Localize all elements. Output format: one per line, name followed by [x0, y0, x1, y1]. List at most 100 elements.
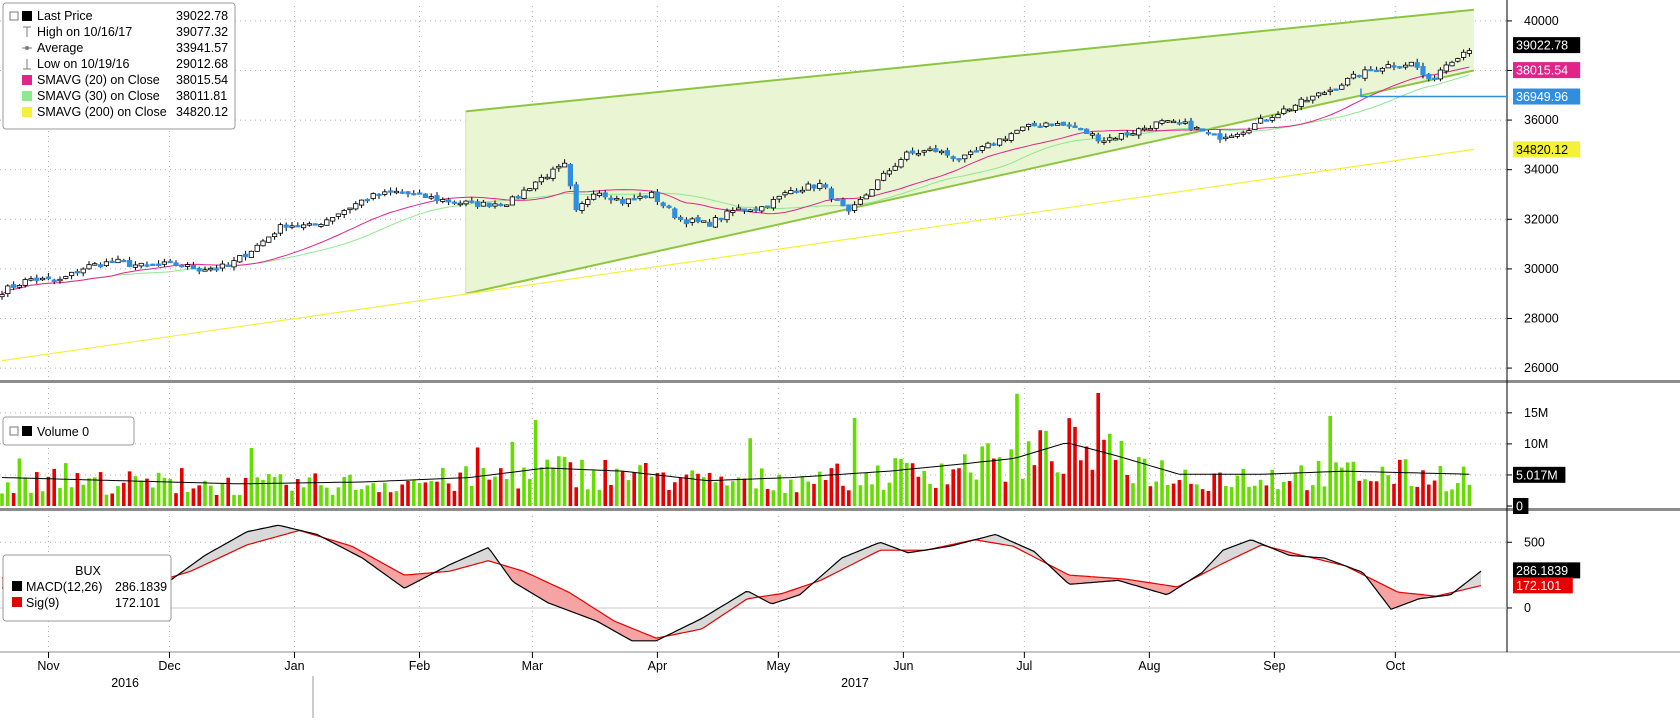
- volume-bar: [1328, 415, 1332, 506]
- volume-bar: [707, 472, 712, 506]
- legend-label: Low on 10/19/16: [37, 57, 129, 71]
- volume-bar: [168, 478, 172, 506]
- macd-fill-segment: [533, 575, 536, 596]
- macd-fill-segment: [869, 545, 872, 556]
- volume-bar: [1125, 474, 1129, 506]
- candle-body: [1171, 120, 1177, 124]
- macd-fill-segment: [641, 631, 644, 641]
- candle-body: [823, 184, 829, 188]
- volume-bar: [1229, 487, 1234, 506]
- macd-fill-segment: [281, 525, 284, 536]
- macd-fill-segment: [230, 539, 233, 553]
- macd-fill-segment: [578, 598, 581, 616]
- volume-bar: [330, 494, 335, 506]
- candle-body: [457, 202, 463, 206]
- macd-fill-segment: [416, 573, 419, 583]
- macd-fill-segment: [1469, 578, 1472, 589]
- candle-body: [1263, 119, 1269, 122]
- volume-bar: [371, 483, 375, 506]
- candle-body: [1136, 128, 1142, 136]
- macd-fill-segment: [791, 589, 794, 598]
- candle-body: [1060, 121, 1066, 126]
- volume-bar: [75, 473, 80, 506]
- volume-bar: [1351, 461, 1356, 506]
- value-tag-text: 38015.54: [1516, 64, 1568, 78]
- candle-body: [550, 168, 556, 179]
- candle-body: [74, 271, 80, 274]
- candle-body: [1379, 67, 1385, 72]
- candle-body: [179, 264, 185, 268]
- candle-body: [173, 262, 179, 266]
- volume-bar: [400, 484, 404, 506]
- candle-body: [1020, 126, 1026, 131]
- volume-bar: [58, 488, 62, 506]
- candle-body: [1304, 99, 1310, 103]
- macd-fill-segment: [728, 600, 731, 612]
- volume-bar: [1363, 479, 1367, 506]
- volume-bar: [1206, 490, 1211, 506]
- candle-body: [1055, 123, 1061, 126]
- macd-fill-segment: [1397, 591, 1400, 608]
- volume-bar: [1148, 486, 1153, 506]
- volume-bar: [197, 485, 201, 506]
- macd-fill-segment: [1106, 577, 1109, 582]
- candle-body: [1130, 133, 1136, 136]
- legend-label: Average: [37, 41, 83, 55]
- volume-bar: [899, 458, 903, 506]
- macd-fill-segment: [1001, 536, 1004, 545]
- candle-body: [1403, 64, 1409, 68]
- candle-body: [289, 225, 295, 228]
- volume-bar: [1427, 484, 1431, 506]
- candle-body: [527, 188, 533, 192]
- volume-bar: [748, 438, 752, 506]
- macd-fill-segment: [1244, 541, 1247, 554]
- macd-fill-segment: [854, 551, 857, 564]
- volume-bar: [1322, 486, 1327, 506]
- macd-fill-segment: [824, 570, 827, 579]
- volume-bar: [789, 479, 793, 506]
- value-tag-text: 34820.12: [1516, 143, 1568, 157]
- candle-body: [283, 224, 289, 228]
- candle-body: [956, 158, 962, 161]
- macd-fill-segment: [251, 530, 254, 544]
- macd-fill-segment: [269, 526, 272, 539]
- volume-bar: [452, 490, 457, 506]
- macd-fill-segment: [356, 548, 359, 557]
- macd-fill-segment: [644, 633, 647, 641]
- value-tag-text: 39022.78: [1516, 39, 1568, 53]
- candle-body: [51, 279, 57, 282]
- macd-fill-segment: [776, 593, 779, 603]
- volume-bar: [516, 488, 520, 506]
- candle-body: [1252, 123, 1258, 130]
- volume-bar: [1456, 483, 1460, 506]
- value-tag-text: 36949.96: [1516, 90, 1568, 104]
- candle-body: [1124, 132, 1130, 136]
- candle-body: [521, 189, 527, 199]
- volume-bar: [104, 494, 109, 506]
- macd-fill-segment: [1217, 553, 1220, 567]
- macd-fill-segment: [581, 599, 584, 617]
- volume-bar: [278, 474, 283, 506]
- candle-body: [672, 208, 678, 219]
- volume-bars: [0, 392, 1472, 506]
- macd-fill-segment: [1139, 581, 1142, 588]
- macd-fill-segment: [797, 587, 800, 596]
- macd-fill-segment: [467, 555, 470, 567]
- macd-fill-segment: [197, 558, 200, 569]
- volume-bar: [586, 489, 590, 506]
- macd-fill-segment: [872, 544, 875, 555]
- volume-bar: [847, 490, 851, 506]
- macd-fill-segment: [524, 571, 527, 591]
- macd-fill-segment: [1160, 584, 1163, 594]
- volume-bar: [296, 479, 300, 506]
- volume-bar: [667, 489, 671, 506]
- candle-body: [579, 203, 585, 211]
- volume-bar: [1038, 430, 1042, 506]
- volume-bar: [1299, 465, 1303, 506]
- volume-bar: [1253, 485, 1257, 506]
- volume-bar: [446, 483, 451, 506]
- candle-body: [1287, 108, 1293, 112]
- macd-fill-segment: [743, 591, 746, 602]
- volume-bar: [35, 472, 39, 506]
